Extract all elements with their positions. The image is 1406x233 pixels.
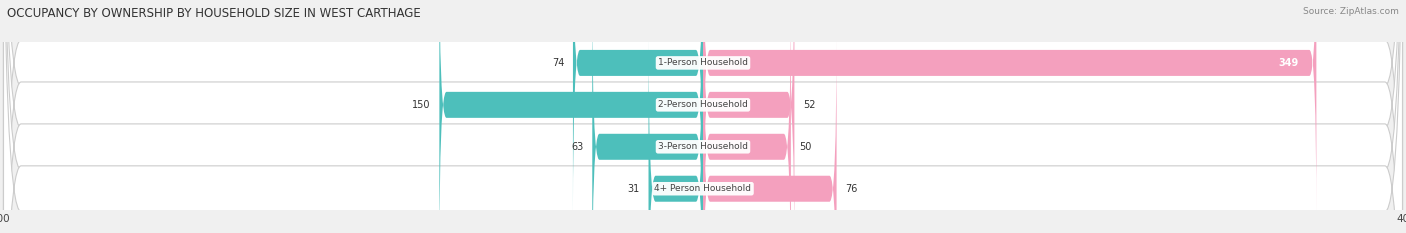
- FancyBboxPatch shape: [3, 0, 1403, 233]
- Text: 50: 50: [800, 142, 813, 152]
- Text: 63: 63: [571, 142, 583, 152]
- FancyBboxPatch shape: [703, 34, 837, 233]
- Text: 1-Person Household: 1-Person Household: [658, 58, 748, 67]
- FancyBboxPatch shape: [574, 0, 703, 218]
- FancyBboxPatch shape: [703, 0, 1316, 218]
- Text: 150: 150: [412, 100, 430, 110]
- Text: 3-Person Household: 3-Person Household: [658, 142, 748, 151]
- Text: 2-Person Household: 2-Person Household: [658, 100, 748, 109]
- FancyBboxPatch shape: [3, 0, 1403, 233]
- Text: 74: 74: [551, 58, 564, 68]
- Text: 76: 76: [845, 184, 858, 194]
- FancyBboxPatch shape: [703, 0, 790, 233]
- Text: OCCUPANCY BY OWNERSHIP BY HOUSEHOLD SIZE IN WEST CARTHAGE: OCCUPANCY BY OWNERSHIP BY HOUSEHOLD SIZE…: [7, 7, 420, 20]
- Text: 349: 349: [1278, 58, 1299, 68]
- FancyBboxPatch shape: [3, 0, 1403, 233]
- Text: 31: 31: [627, 184, 640, 194]
- FancyBboxPatch shape: [648, 34, 703, 233]
- Text: Source: ZipAtlas.com: Source: ZipAtlas.com: [1303, 7, 1399, 16]
- FancyBboxPatch shape: [592, 0, 703, 233]
- FancyBboxPatch shape: [3, 0, 1403, 233]
- Text: 52: 52: [803, 100, 815, 110]
- FancyBboxPatch shape: [439, 0, 703, 233]
- FancyBboxPatch shape: [703, 0, 794, 233]
- Text: 4+ Person Household: 4+ Person Household: [655, 184, 751, 193]
